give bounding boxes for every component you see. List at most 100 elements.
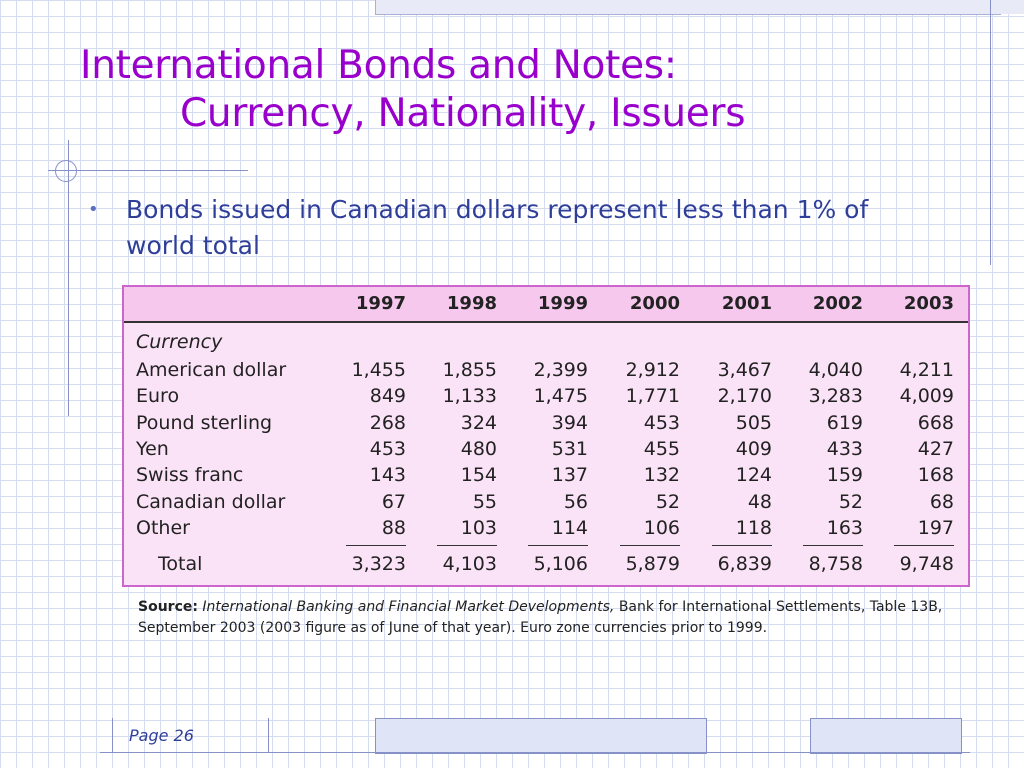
table-cell: 143: [369, 464, 406, 487]
table-row: Euro 849 1,133 1,475 1,771 2,170 3,283 4,009: [124, 385, 968, 411]
table-cell: 103: [460, 516, 497, 539]
table-cell: 455: [643, 437, 680, 460]
row-label: Euro: [136, 385, 180, 408]
table-cell: 3,467: [717, 359, 772, 381]
top-decor-bar: [1000, 0, 1024, 14]
total-rule: [803, 545, 863, 546]
table-cell: 505: [735, 411, 772, 434]
table-cell: 163: [826, 516, 863, 539]
table-cell: 2,912: [625, 359, 680, 381]
bullet-text: Bonds issued in Canadian dollars represe…: [126, 195, 869, 260]
table-cell: 4,103: [442, 553, 497, 575]
table-cell: 4,009: [899, 385, 954, 408]
table-cell: 268: [369, 411, 406, 434]
source-note: Source: International Banking and Financ…: [138, 597, 958, 639]
total-rule: [437, 545, 497, 546]
table-row: Canadian dollar 67 55 56 52 48 52 68: [124, 491, 968, 517]
source-publication: International Banking and Financial Mark…: [202, 599, 615, 615]
slide-title: International Bonds and Notes: Currency,…: [80, 42, 746, 138]
row-label: American dollar: [136, 359, 287, 381]
table-cell: 2,399: [533, 359, 588, 381]
decor-circle: [55, 160, 77, 182]
table-header: 1997 1998 1999 2000 2001 2002 2003: [124, 287, 968, 323]
slide-title-line2: Currency, Nationality, Issuers: [180, 91, 746, 136]
footer-line: [100, 752, 970, 753]
table-cell: 52: [838, 490, 863, 513]
table-row: Yen 453 480 531 455 409 433 427: [124, 438, 968, 464]
table-cell: 114: [551, 516, 588, 539]
source-label: Source:: [138, 599, 198, 615]
table-cell: 427: [917, 437, 954, 460]
row-label: Yen: [136, 437, 169, 460]
table-cell: 154: [460, 464, 497, 487]
row-label: Other: [136, 516, 190, 539]
row-label: Total: [158, 553, 203, 575]
year-header: 1997: [355, 293, 406, 314]
table-row: Swiss franc 143 154 137 132 124 159 168: [124, 464, 968, 490]
total-rule: [894, 545, 954, 546]
table-cell: 5,106: [533, 553, 588, 575]
total-rule: [528, 545, 588, 546]
table-cell: 1,455: [351, 359, 406, 381]
total-rule: [346, 545, 406, 546]
footer-page-number: Page 26: [112, 718, 269, 752]
table-row: Total 3,323 4,103 5,106 5,879 6,839 8,758 9,748: [124, 553, 968, 579]
table-cell: 1,855: [442, 359, 497, 381]
year-header: 2002: [812, 293, 863, 314]
bullet-point: • Bonds issued in Canadian dollars repre…: [88, 192, 908, 264]
total-rule: [712, 545, 772, 546]
table-cell: 5,879: [625, 553, 680, 575]
table-cell: 68: [929, 490, 954, 513]
table-cell: 52: [655, 490, 680, 513]
table-cell: 3,323: [351, 553, 406, 575]
year-header: 1999: [537, 293, 588, 314]
table-cell: 124: [735, 464, 772, 487]
table-cell: 453: [369, 437, 406, 460]
table-cell: 619: [826, 411, 863, 434]
table-cell: 6,839: [717, 553, 772, 575]
top-decor-strip: [375, 0, 1001, 15]
table-row: American dollar 1,455 1,855 2,399 2,912 3,467…: [124, 359, 968, 385]
row-label: Pound sterling: [136, 411, 273, 434]
table-cell: 480: [460, 437, 497, 460]
bullet-dot-icon: •: [88, 199, 99, 220]
table-cell: 48: [747, 490, 772, 513]
table-cell: 168: [917, 464, 954, 487]
footer-decor-box: [810, 718, 962, 754]
slide-title-line1: International Bonds and Notes:: [80, 43, 677, 88]
table-cell: 2,170: [717, 385, 772, 408]
table-cell: 4,040: [808, 359, 863, 381]
table-cell: 668: [917, 411, 954, 434]
row-label: Swiss franc: [136, 464, 244, 487]
table-cell: 88: [381, 516, 406, 539]
table-cell: 132: [643, 464, 680, 487]
decor-title-underline: [48, 170, 248, 171]
table-cell: 106: [643, 516, 680, 539]
year-header: 2000: [629, 293, 680, 314]
table-cell: 1,475: [533, 385, 588, 408]
table-cell: 118: [735, 516, 772, 539]
table-cell: 197: [917, 516, 954, 539]
decor-vertical-line-left: [68, 140, 69, 416]
table-cell: 453: [643, 411, 680, 434]
footer-decor-box: [375, 718, 707, 754]
table-cell: 55: [472, 490, 497, 513]
table-cell: 409: [735, 437, 772, 460]
table-cell: 4,211: [899, 359, 954, 381]
table-cell: 1,133: [442, 385, 497, 408]
page-number: Page 26: [129, 726, 194, 745]
table-row: Other 88 103 114 106 118 163 197: [124, 517, 968, 543]
currency-table: 1997 1998 1999 2000 2001 2002 2003 Curre…: [122, 285, 970, 587]
year-header: 2003: [903, 293, 954, 314]
table-cell: 849: [369, 385, 406, 408]
total-rule: [620, 545, 680, 546]
table-cell: 56: [563, 490, 588, 513]
row-label: Canadian dollar: [136, 490, 286, 513]
table-cell: 8,758: [808, 553, 863, 575]
table-cell: 433: [826, 437, 863, 460]
year-header: 1998: [446, 293, 497, 314]
table-cell: 394: [551, 411, 588, 434]
table-cell: 531: [551, 437, 588, 460]
table-cell: 67: [381, 490, 406, 513]
table-cell: 324: [460, 411, 497, 434]
